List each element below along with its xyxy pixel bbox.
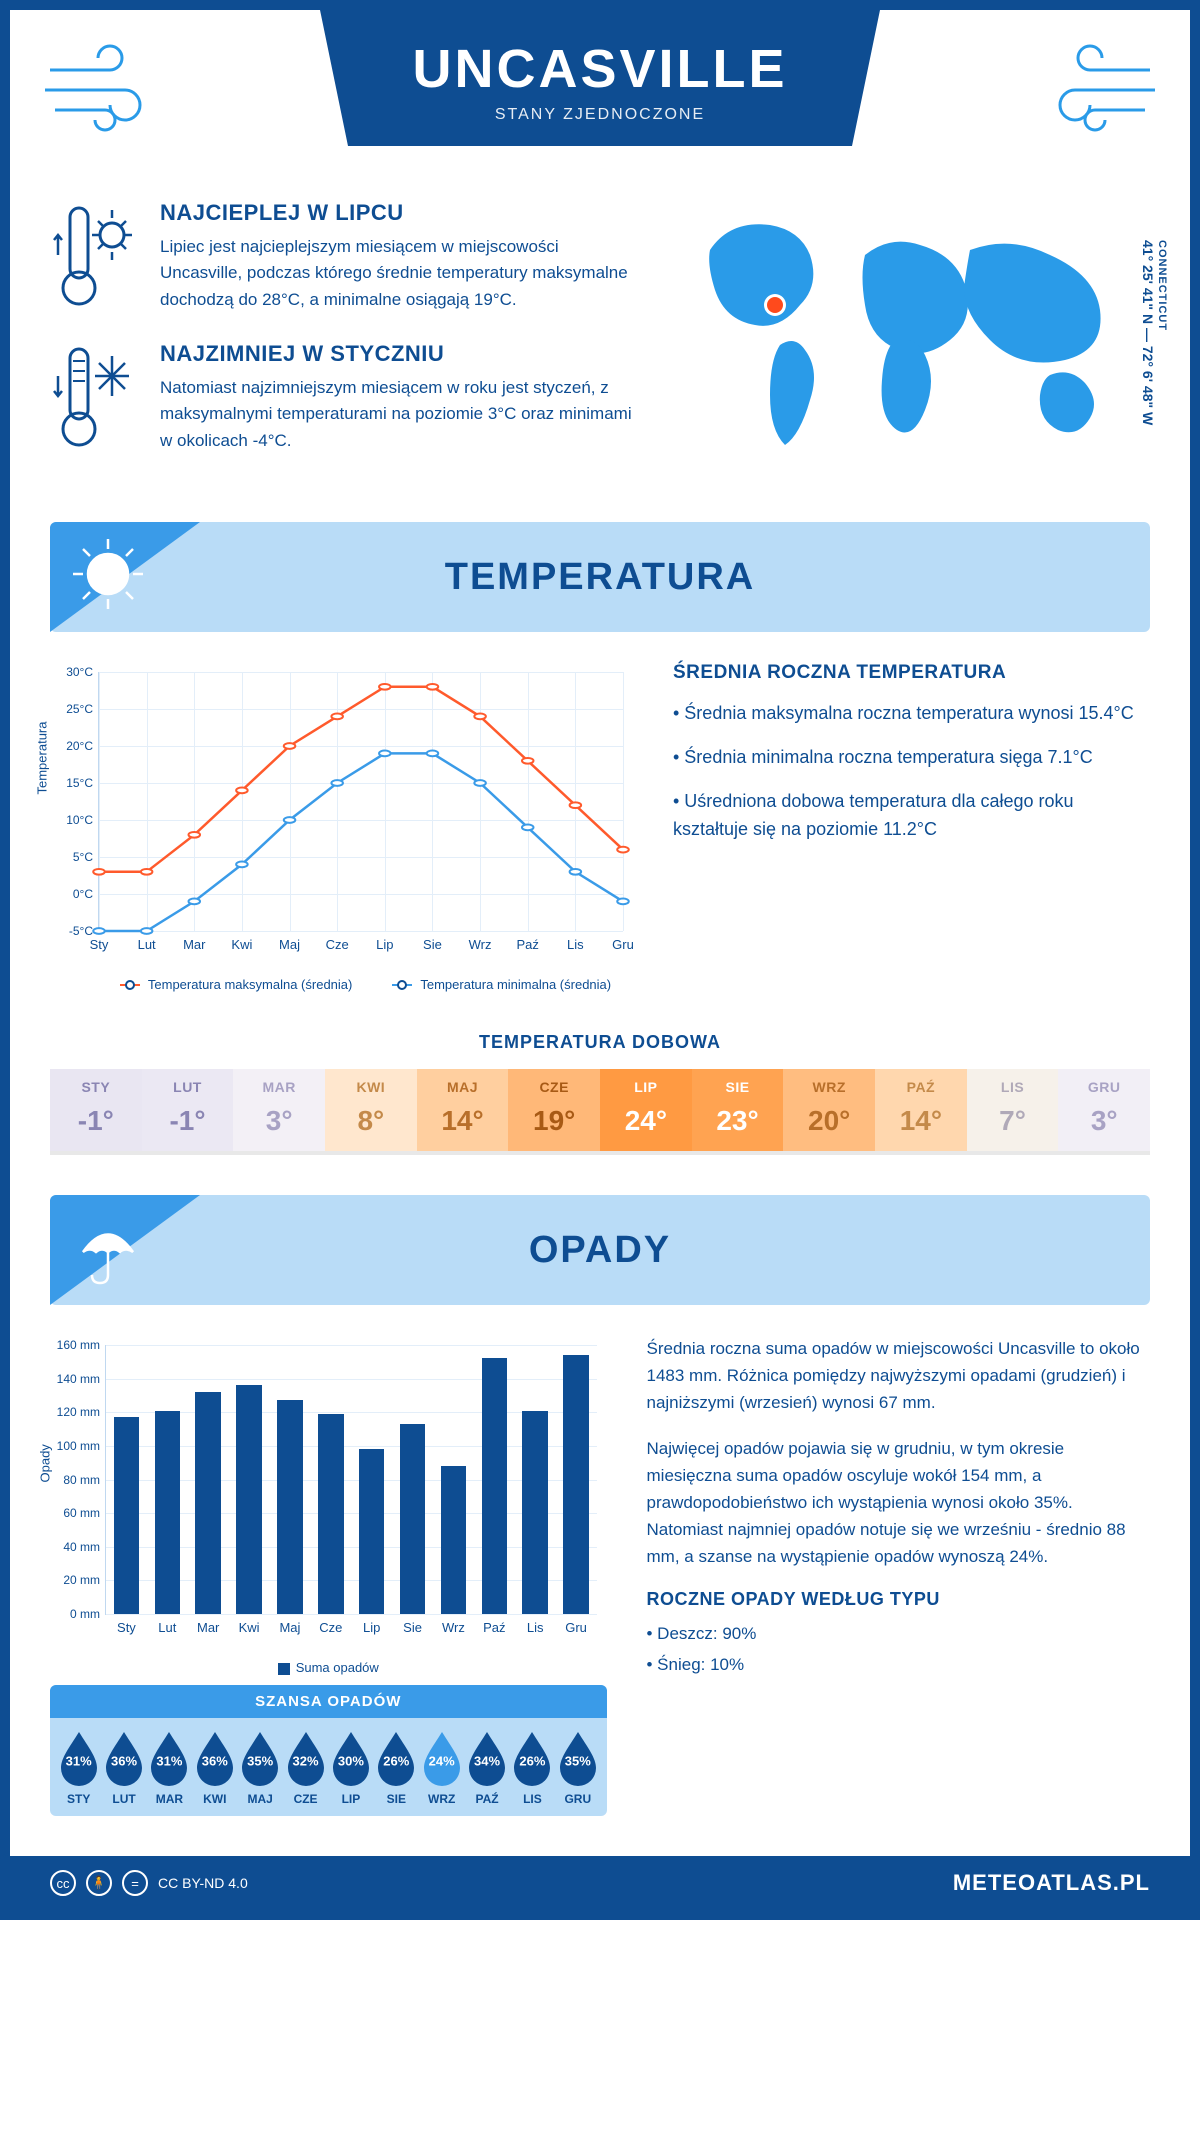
hottest-title: NAJCIEPLEJ W LIPCU — [160, 200, 640, 226]
precip-type: • Śnieg: 10% — [647, 1651, 1151, 1678]
wind-icon — [40, 40, 180, 145]
chance-box: SZANSA OPADÓW 31%STY36%LUT31%MAR36%KWI35… — [50, 1685, 607, 1816]
chart-ylabel: Opady — [38, 1444, 53, 1482]
coords-value: 41° 25' 41" N — 72° 6' 48" W — [1140, 240, 1156, 425]
precip-type: • Deszcz: 90% — [647, 1620, 1151, 1647]
temperature-chart: Temperatura -5°C0°C5°C10°C15°C20°C25°C30… — [50, 662, 633, 992]
thermometer-cold-icon — [50, 341, 140, 456]
chance-drop: 36%LUT — [101, 1730, 146, 1806]
chance-drop: 32%CZE — [283, 1730, 328, 1806]
precipitation-section-header: OPADY — [50, 1195, 1150, 1305]
chance-drop: 31%STY — [56, 1730, 101, 1806]
month-cell: CZE19° — [508, 1069, 600, 1151]
by-icon: 🧍 — [86, 1870, 112, 1896]
thermometer-hot-icon — [50, 200, 140, 315]
chance-drop: 30%LIP — [328, 1730, 373, 1806]
temperature-body: Temperatura -5°C0°C5°C10°C15°C20°C25°C30… — [10, 662, 1190, 1022]
chart-legend: Temperatura maksymalna (średnia)Temperat… — [98, 977, 633, 992]
cc-icon: cc — [50, 1870, 76, 1896]
chance-drops: 31%STY36%LUT31%MAR36%KWI35%MAJ32%CZE30%L… — [50, 1718, 607, 1816]
chance-drop: 31%MAR — [147, 1730, 192, 1806]
month-cell: MAR3° — [233, 1069, 325, 1151]
site-name: METEOATLAS.PL — [953, 1870, 1150, 1896]
temp-info-bullet: • Średnia maksymalna roczna temperatura … — [673, 700, 1150, 728]
title-banner: UNCASVILLE STANY ZJEDNOCZONE — [320, 10, 880, 146]
coordinates: CONNECTICUT 41° 25' 41" N — 72° 6' 48" W — [1140, 240, 1168, 425]
precipitation-info: Średnia roczna suma opadów w miejscowośc… — [647, 1335, 1151, 1816]
hottest-text: Lipiec jest najcieplejszym miesiącem w m… — [160, 234, 640, 313]
hottest-block: NAJCIEPLEJ W LIPCU Lipiec jest najcieple… — [50, 200, 640, 315]
chart-ylabel: Temperatura — [35, 722, 50, 795]
month-cell: MAJ14° — [417, 1069, 509, 1151]
temperature-info: ŚREDNIA ROCZNA TEMPERATURA • Średnia mak… — [673, 662, 1150, 992]
month-cell: KWI8° — [325, 1069, 417, 1151]
sun-icon — [68, 534, 148, 619]
chance-drop: 34%PAŹ — [464, 1730, 509, 1806]
precip-p1: Średnia roczna suma opadów w miejscowośc… — [647, 1335, 1151, 1417]
month-cell: LUT-1° — [142, 1069, 234, 1151]
month-cell: STY-1° — [50, 1069, 142, 1151]
license-text: CC BY-ND 4.0 — [158, 1875, 248, 1891]
temperature-heading: TEMPERATURA — [445, 556, 756, 599]
month-cell: SIE23° — [692, 1069, 784, 1151]
intro-left: NAJCIEPLEJ W LIPCU Lipiec jest najcieple… — [50, 200, 640, 482]
precipitation-left: Opady 0 mm20 mm40 mm60 mm80 mm100 mm120 … — [50, 1335, 607, 1816]
month-cell: WRZ20° — [783, 1069, 875, 1151]
temp-info-bullet: • Średnia minimalna roczna temperatura s… — [673, 744, 1150, 772]
precipitation-body: Opady 0 mm20 mm40 mm60 mm80 mm100 mm120 … — [10, 1335, 1190, 1836]
month-cell: GRU3° — [1058, 1069, 1150, 1151]
header: UNCASVILLE STANY ZJEDNOCZONE — [10, 10, 1190, 190]
map-block: CONNECTICUT 41° 25' 41" N — 72° 6' 48" W — [670, 200, 1150, 482]
license-block: cc 🧍 = CC BY-ND 4.0 — [50, 1870, 248, 1896]
chance-drop: 26%SIE — [374, 1730, 419, 1806]
city-title: UNCASVILLE — [340, 38, 860, 100]
month-cell: LIP24° — [600, 1069, 692, 1151]
daily-temp-title: TEMPERATURA DOBOWA — [10, 1032, 1190, 1053]
wind-icon — [1020, 40, 1160, 145]
daily-temp-strip: STY-1°LUT-1°MAR3°KWI8°MAJ14°CZE19°LIP24°… — [50, 1069, 1150, 1155]
footer: cc 🧍 = CC BY-ND 4.0 METEOATLAS.PL — [10, 1856, 1190, 1910]
coldest-block: NAJZIMNIEJ W STYCZNIU Natomiast najzimni… — [50, 341, 640, 456]
temp-info-heading: ŚREDNIA ROCZNA TEMPERATURA — [673, 662, 1150, 684]
precipitation-chart: Opady 0 mm20 mm40 mm60 mm80 mm100 mm120 … — [50, 1335, 607, 1675]
month-cell: PAŹ14° — [875, 1069, 967, 1151]
intro-section: NAJCIEPLEJ W LIPCU Lipiec jest najcieple… — [10, 190, 1190, 512]
chance-drop: 24%WRZ — [419, 1730, 464, 1806]
month-cell: LIS7° — [967, 1069, 1059, 1151]
chart-legend: Suma opadów — [50, 1660, 607, 1675]
coldest-text: Natomiast najzimniejszym miesiącem w rok… — [160, 375, 640, 454]
chance-drop: 36%KWI — [192, 1730, 237, 1806]
chance-drop: 35%MAJ — [238, 1730, 283, 1806]
infographic-page: UNCASVILLE STANY ZJEDNOCZONE — [0, 0, 1200, 1920]
chance-drop: 35%GRU — [555, 1730, 600, 1806]
chance-title: SZANSA OPADÓW — [50, 1685, 607, 1718]
state-label: CONNECTICUT — [1156, 240, 1168, 419]
chance-drop: 26%LIS — [510, 1730, 555, 1806]
nd-icon: = — [122, 1870, 148, 1896]
coldest-title: NAJZIMNIEJ W STYCZNIU — [160, 341, 640, 367]
precip-type-heading: ROCZNE OPADY WEDŁUG TYPU — [647, 1589, 1151, 1610]
umbrella-icon — [68, 1207, 148, 1292]
country-subtitle: STANY ZJEDNOCZONE — [340, 106, 860, 124]
precip-p2: Najwięcej opadów pojawia się w grudniu, … — [647, 1435, 1151, 1571]
world-map-icon — [670, 200, 1150, 460]
precipitation-heading: OPADY — [529, 1229, 671, 1272]
temp-info-bullet: • Uśredniona dobowa temperatura dla całe… — [673, 788, 1150, 844]
temperature-section-header: TEMPERATURA — [50, 522, 1150, 632]
